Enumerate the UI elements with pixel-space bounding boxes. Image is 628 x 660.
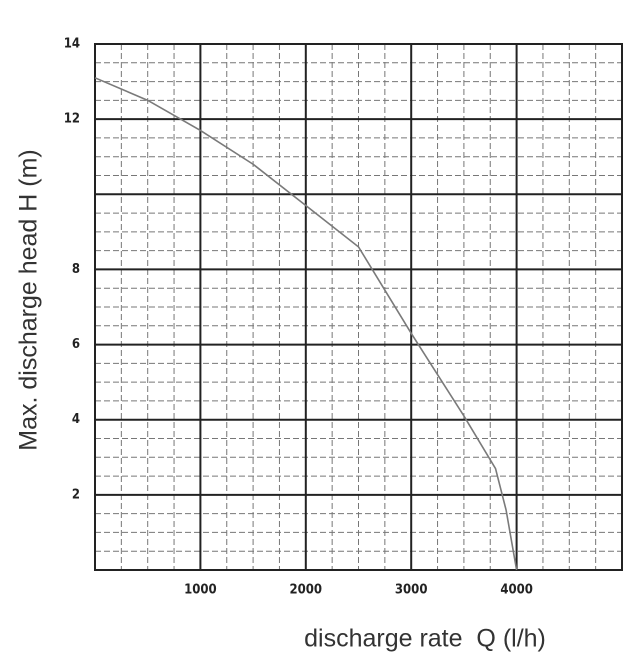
y-axis-label: Max. discharge head H (m) — [15, 149, 43, 451]
x-tick-label: 1000 — [184, 583, 217, 598]
y-tick-label: 14 — [64, 37, 80, 52]
plot-frame — [94, 43, 623, 571]
y-tick-label: 8 — [72, 262, 80, 277]
x-tick-label: 3000 — [395, 583, 428, 598]
curve — [94, 77, 518, 571]
y-tick-label: 6 — [72, 337, 80, 352]
x-tick-label: 4000 — [500, 583, 533, 598]
y-tick-label: 12 — [64, 112, 80, 127]
x-axis-label: discharge rate Q (l/h) — [304, 625, 546, 653]
x-tick-label: 2000 — [290, 583, 323, 598]
y-tick-label: 4 — [72, 412, 80, 427]
y-tick-label: 2 — [72, 487, 80, 502]
